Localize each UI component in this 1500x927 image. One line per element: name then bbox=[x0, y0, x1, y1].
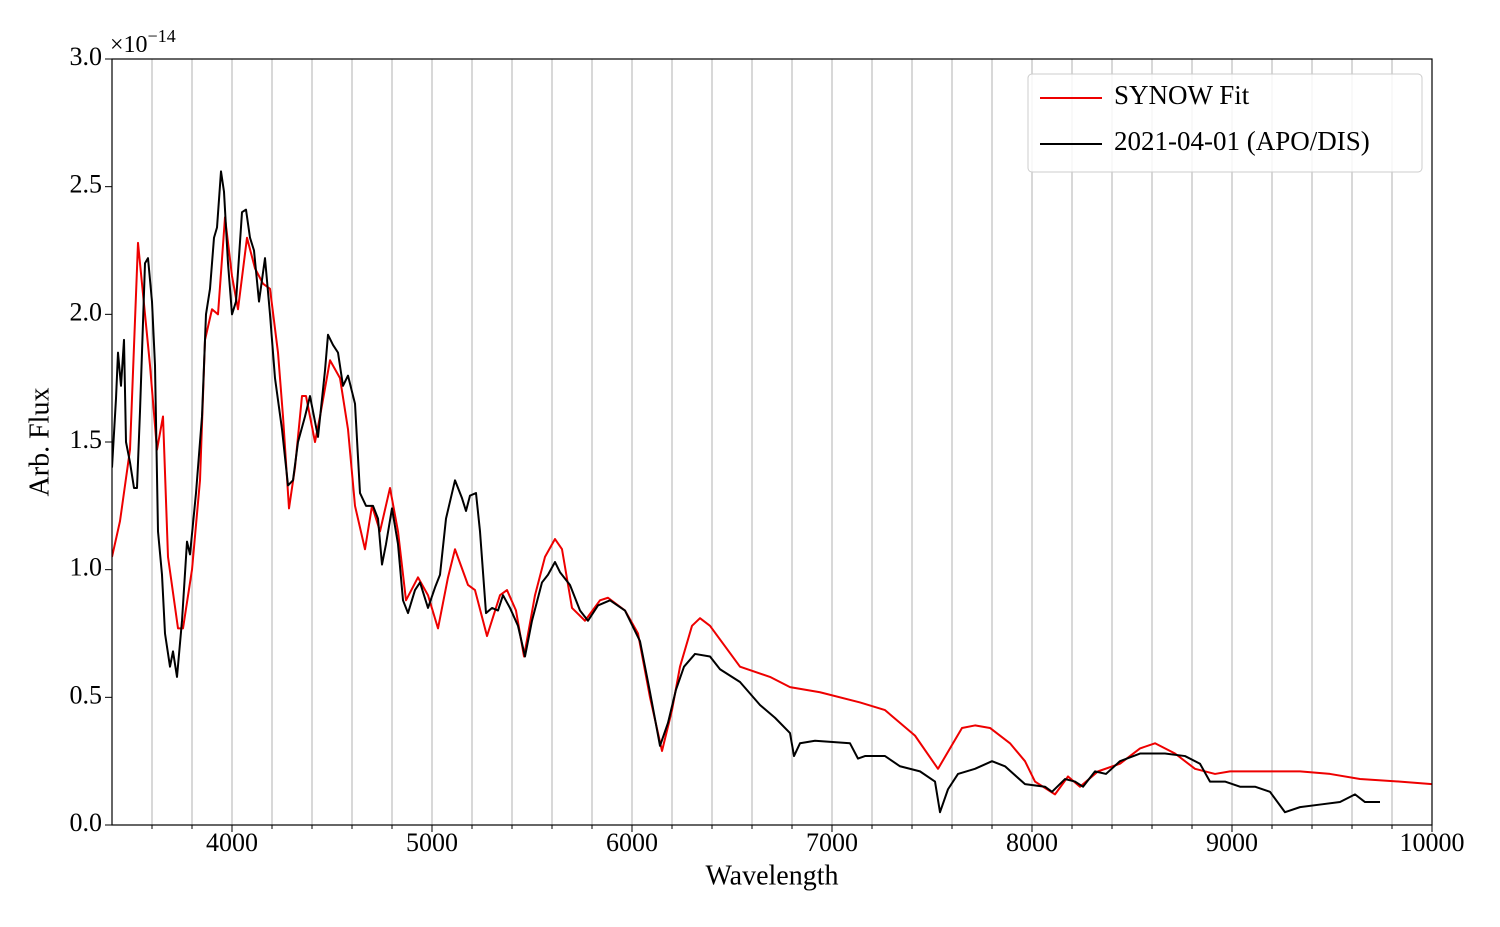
y-tick-label: 1.5 bbox=[70, 425, 103, 454]
plot-frame bbox=[111, 58, 1433, 826]
y-tick-label: 0.0 bbox=[70, 808, 103, 837]
x-tick-label: 6000 bbox=[606, 828, 658, 857]
y-tick-label: 2.0 bbox=[70, 297, 103, 326]
x-tick-label: 8000 bbox=[1006, 828, 1058, 857]
x-tick-label: 5000 bbox=[406, 828, 458, 857]
legend-label: 2021-04-01 (APO/DIS) bbox=[1114, 126, 1370, 156]
y-offset-label: ×10−14 bbox=[110, 26, 176, 57]
data-line bbox=[112, 216, 1432, 796]
x-tick-label: 4000 bbox=[206, 828, 258, 857]
x-tick-label: 10000 bbox=[1400, 828, 1465, 857]
x-tick-label: 9000 bbox=[1206, 828, 1258, 857]
y-tick-label: 2.5 bbox=[70, 170, 103, 199]
y-tick-label: 3.0 bbox=[70, 42, 103, 71]
y-tick-label: 0.5 bbox=[70, 680, 103, 709]
data-line bbox=[112, 170, 1380, 814]
y-offset-exponent: −14 bbox=[148, 26, 176, 46]
x-tick-label: 7000 bbox=[806, 828, 858, 857]
y-tick-label: 1.0 bbox=[70, 553, 103, 582]
y-offset-base: ×10 bbox=[110, 32, 148, 58]
y-axis-label: Arb. Flux bbox=[24, 388, 55, 497]
x-axis-label: Wavelength bbox=[705, 860, 838, 891]
legend-label: SYNOW Fit bbox=[1114, 80, 1250, 110]
legend-box bbox=[1027, 73, 1423, 173]
